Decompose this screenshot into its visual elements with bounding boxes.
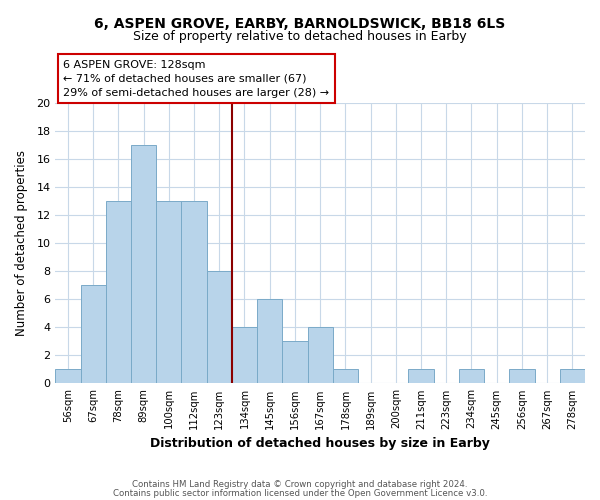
Y-axis label: Number of detached properties: Number of detached properties: [15, 150, 28, 336]
Bar: [283, 342, 308, 384]
Bar: [181, 202, 206, 384]
Text: Contains public sector information licensed under the Open Government Licence v3: Contains public sector information licen…: [113, 490, 487, 498]
X-axis label: Distribution of detached houses by size in Earby: Distribution of detached houses by size …: [150, 437, 490, 450]
Text: Size of property relative to detached houses in Earby: Size of property relative to detached ho…: [133, 30, 467, 43]
Text: 6 ASPEN GROVE: 128sqm
← 71% of detached houses are smaller (67)
29% of semi-deta: 6 ASPEN GROVE: 128sqm ← 71% of detached …: [63, 60, 329, 98]
Bar: [560, 370, 585, 384]
Bar: [257, 300, 283, 384]
Bar: [509, 370, 535, 384]
Bar: [156, 202, 181, 384]
Bar: [80, 286, 106, 384]
Bar: [459, 370, 484, 384]
Bar: [106, 202, 131, 384]
Bar: [409, 370, 434, 384]
Text: 6, ASPEN GROVE, EARBY, BARNOLDSWICK, BB18 6LS: 6, ASPEN GROVE, EARBY, BARNOLDSWICK, BB1…: [94, 18, 506, 32]
Bar: [206, 272, 232, 384]
Text: Contains HM Land Registry data © Crown copyright and database right 2024.: Contains HM Land Registry data © Crown c…: [132, 480, 468, 489]
Bar: [333, 370, 358, 384]
Bar: [308, 328, 333, 384]
Bar: [232, 328, 257, 384]
Bar: [131, 145, 156, 384]
Bar: [55, 370, 80, 384]
